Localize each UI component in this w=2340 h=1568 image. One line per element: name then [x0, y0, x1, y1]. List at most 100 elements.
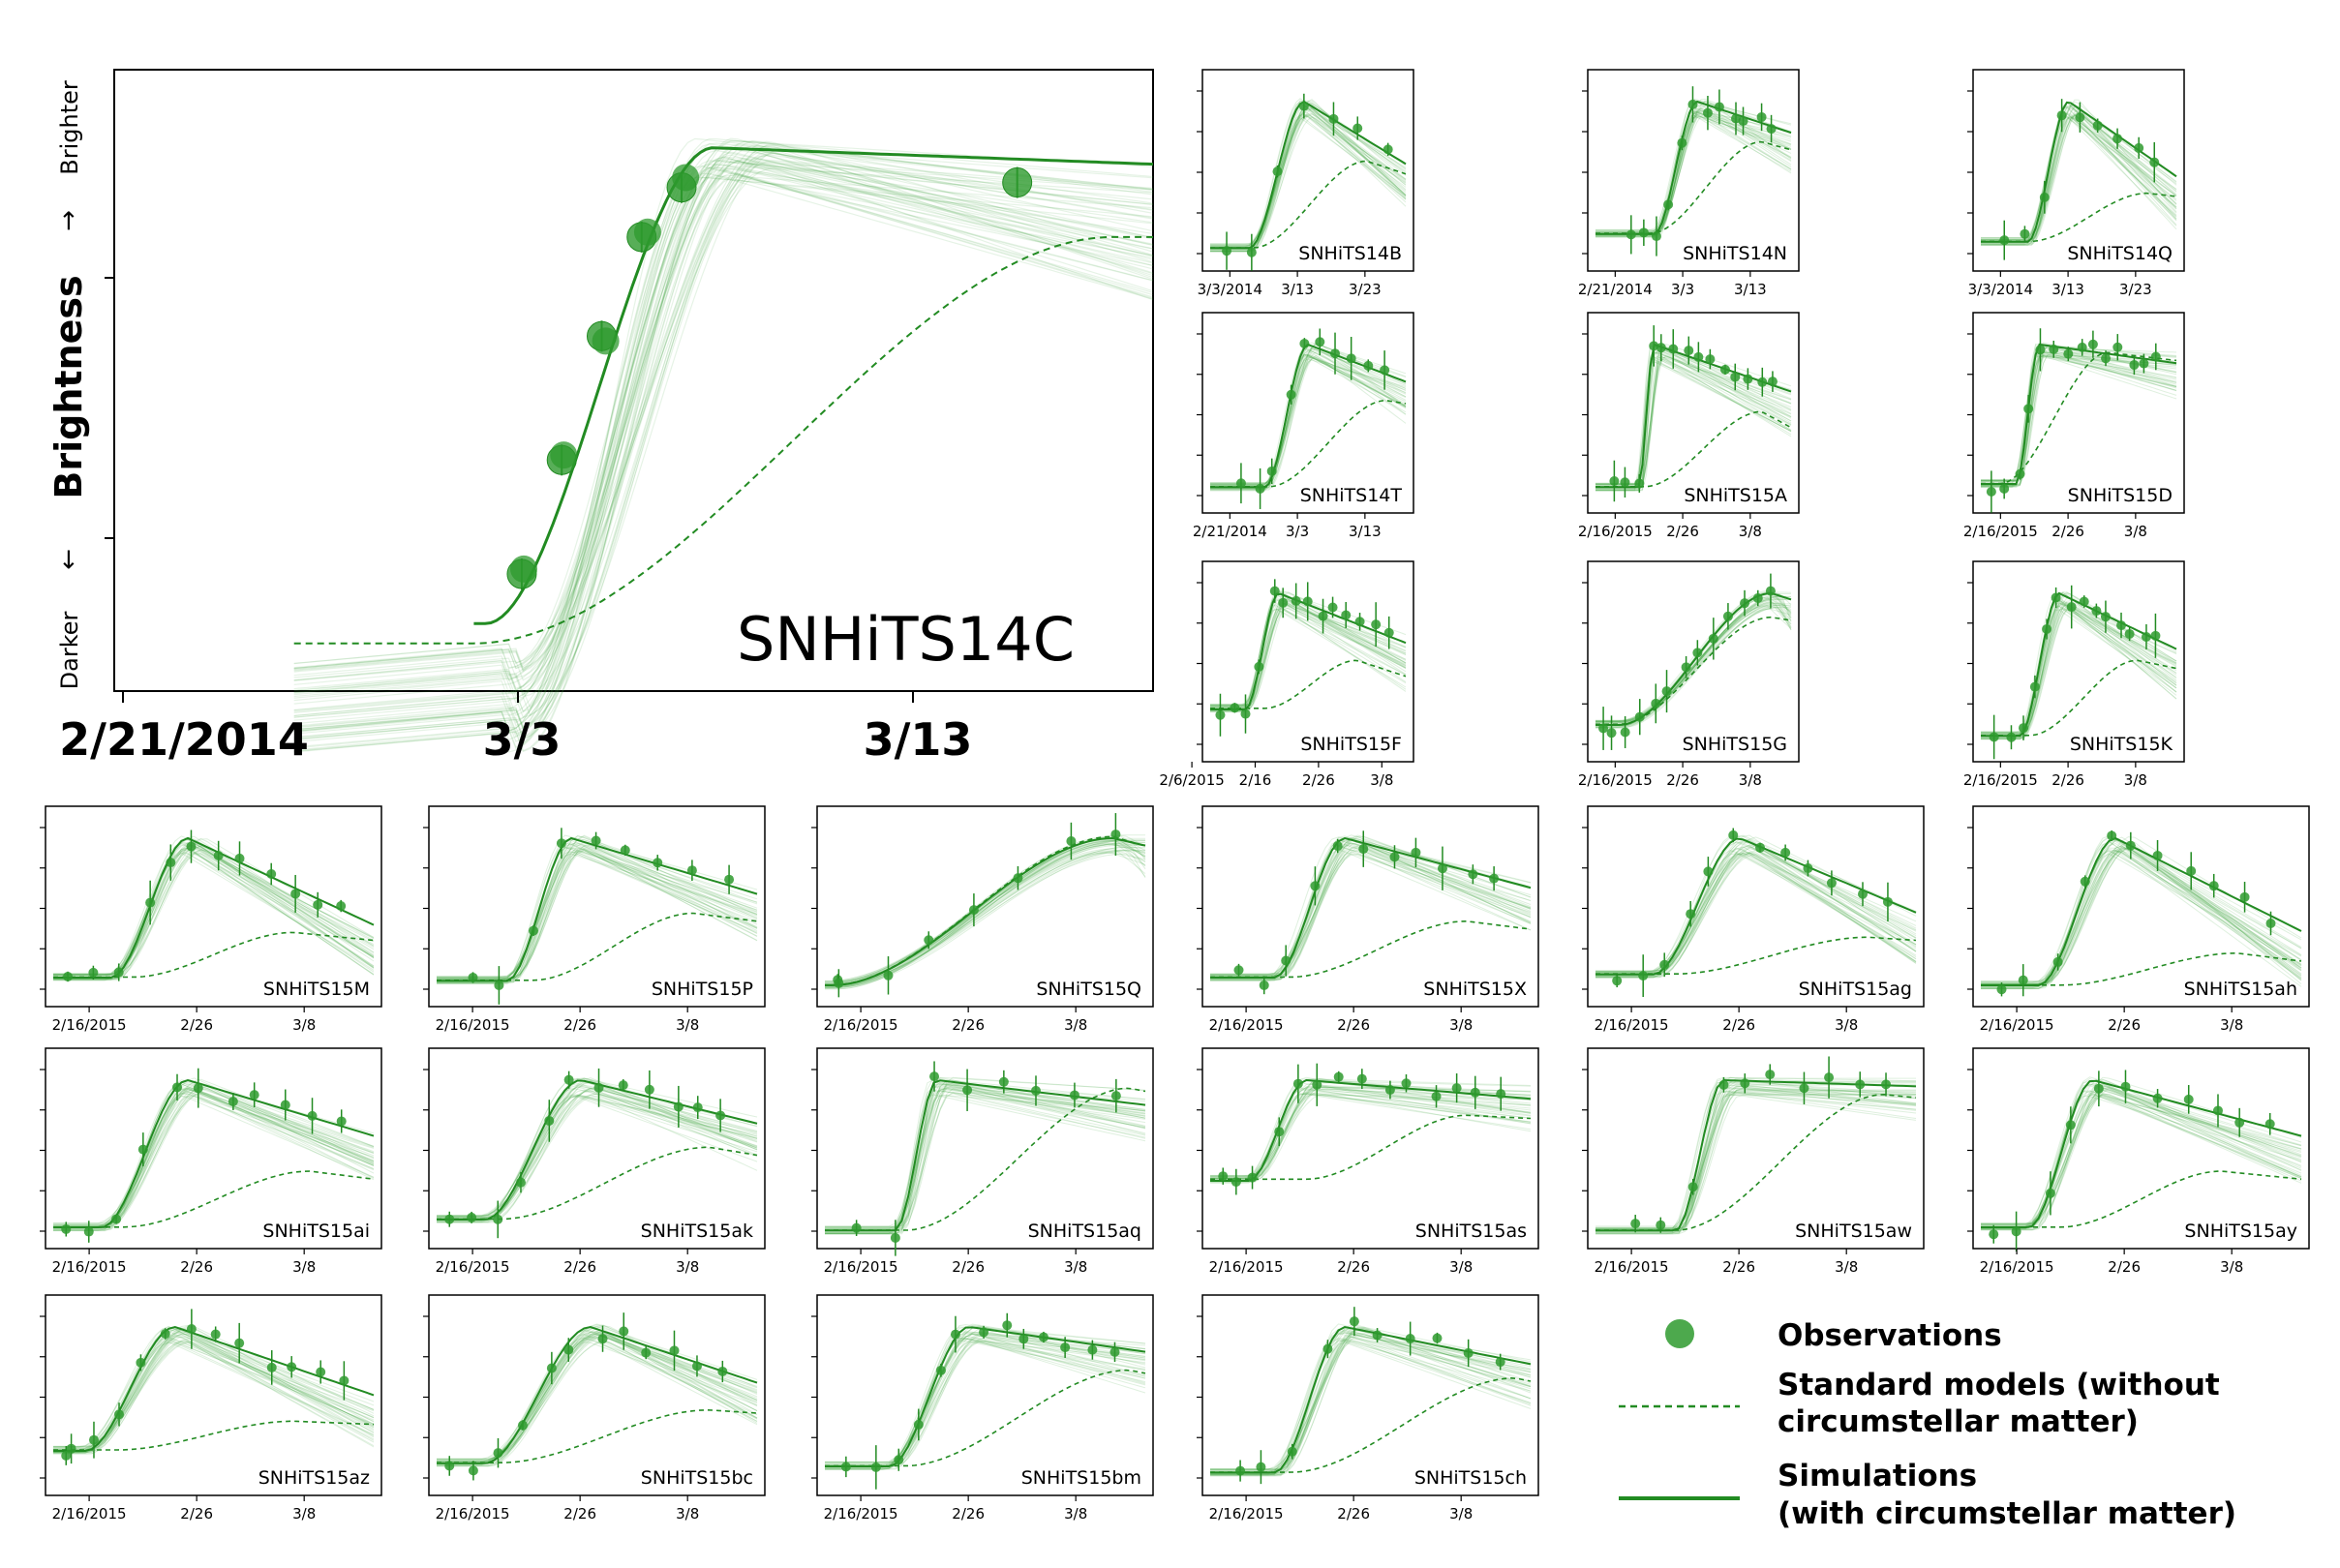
- simulation-curve: [1981, 849, 2302, 989]
- standard-model-curve: [825, 835, 1146, 986]
- observation-point: [1626, 229, 1636, 240]
- simulation-curve: [1595, 357, 1792, 491]
- panel-xtick-label: 2/26: [1722, 1016, 1755, 1034]
- observation-point: [2208, 881, 2219, 891]
- simulation-curve: [1595, 1091, 1917, 1232]
- observation-point: [467, 1212, 477, 1222]
- observation-point: [1743, 374, 1753, 384]
- simulation-curve: [1981, 106, 2177, 241]
- standard-model-curve: [1210, 920, 1532, 979]
- observation-point: [336, 1116, 347, 1127]
- simulation-curve: [1210, 1338, 1532, 1475]
- simulation-curve: [1981, 1090, 2302, 1229]
- simulation-curve: [53, 1324, 375, 1450]
- simulation-curve: [1210, 841, 1532, 977]
- simulation-curve: [1595, 850, 1917, 977]
- simulation-curve: [1981, 1095, 2302, 1227]
- simulation-curve: [1595, 838, 1917, 979]
- simulation-curve: [825, 1094, 1146, 1234]
- simulation-curve: [1210, 1078, 1532, 1182]
- simulation-curve: [437, 847, 758, 982]
- panel-xtick-label: 2/26: [563, 1505, 596, 1523]
- observation-point: [1247, 1172, 1258, 1183]
- panel-xtick-label: 2/16/2015: [1980, 1016, 2054, 1034]
- observation-point: [1693, 351, 1704, 362]
- legend: Observations Standard models (without ci…: [1619, 1318, 2236, 1531]
- observation-point: [1687, 99, 1698, 109]
- simulation-curve: [1210, 849, 1532, 980]
- observation-point: [2100, 612, 2111, 622]
- simulation-curve: [437, 1089, 758, 1222]
- simulation-curve: [53, 1083, 375, 1229]
- simulation-curve: [437, 850, 758, 980]
- observation-point: [83, 1226, 94, 1237]
- observation-point: [1663, 199, 1674, 210]
- simulation-curve: [53, 1093, 375, 1224]
- simulation-curve: [1210, 113, 1407, 249]
- panel-xtick-label: 3/8: [1064, 1016, 1087, 1034]
- simulation-curve: [293, 151, 1154, 739]
- observation-point: [137, 1144, 148, 1155]
- simulation-curve: [825, 843, 1146, 985]
- simulation-curve: [1210, 1326, 1532, 1475]
- simulation-curve: [1595, 607, 1791, 729]
- panel-xtick-label: 2/26: [952, 1505, 985, 1523]
- simulation-curve: [293, 172, 1154, 733]
- simulation-curve: [293, 154, 1154, 669]
- observation-point: [1281, 955, 1292, 966]
- simulation-curve: [293, 166, 1154, 732]
- panel-xtick-label: 3/13: [1281, 281, 1314, 298]
- observation-point: [2023, 404, 2034, 414]
- simulation-curve: [1210, 1336, 1532, 1477]
- observation-point: [1230, 703, 1240, 713]
- main-plot-frame: [113, 69, 1154, 692]
- simulation-curve: [1981, 110, 2177, 246]
- observation-point: [1431, 1091, 1442, 1101]
- simulation-curve: [1595, 1094, 1917, 1229]
- simulation-curve: [437, 848, 758, 980]
- panel-xtick-label: 2/21/2014: [1193, 523, 1267, 540]
- simulation-curve: [825, 849, 1146, 986]
- panel-xtick-label: 2/16/2015: [436, 1505, 510, 1523]
- simulation-curve: [825, 1338, 1146, 1468]
- simulation-curve: [53, 1328, 375, 1452]
- observation-point: [1692, 648, 1703, 658]
- simulation-curve: [1210, 1086, 1532, 1178]
- legend-simulation-label-line2: (with circumstellar matter): [1778, 1496, 2236, 1531]
- simulation-curve: [825, 1325, 1146, 1463]
- observation-point: [266, 868, 277, 879]
- simulation-curve: [825, 1094, 1146, 1234]
- observation-point: [166, 858, 176, 868]
- simulation-curve: [1595, 1087, 1917, 1231]
- panel-xtick-label: 3/3/2014: [1968, 281, 2033, 298]
- simulation-curve: [825, 851, 1146, 986]
- simulation-curve: [1595, 608, 1792, 724]
- panel-snhits15k: SNHiTS15K 2/16/2015 2/26 3/8: [1963, 560, 2185, 789]
- observation-point: [2051, 592, 2061, 603]
- simulation-curve: [1210, 1080, 1532, 1179]
- panel-xtick-label: 2/26: [180, 1505, 213, 1523]
- observation-point: [672, 164, 700, 192]
- simulation-curve: [1210, 849, 1532, 977]
- simulation-curve: [1210, 853, 1532, 976]
- observation-point: [290, 889, 301, 899]
- panel-frame: [1972, 560, 2185, 763]
- simulation-curve: [825, 840, 1146, 986]
- simulation-curve: [1595, 1091, 1916, 1234]
- simulation-curve: [53, 1091, 375, 1231]
- simulation-curve: [1981, 849, 2302, 983]
- simulation-curve: [293, 161, 1154, 739]
- observation-point: [2112, 342, 2123, 352]
- simulation-curve: [1981, 1085, 2302, 1228]
- simulation-curve: [293, 155, 1154, 733]
- simulation-curve: [53, 1095, 375, 1229]
- standard-model-curve: [825, 1087, 1146, 1231]
- observation-point: [641, 1347, 652, 1358]
- observation-point: [673, 1101, 684, 1112]
- observation-point: [1269, 586, 1280, 596]
- simulation-curve: [1210, 113, 1407, 248]
- observation-point: [851, 1222, 862, 1233]
- observation-point: [2149, 157, 2160, 167]
- observation-point: [834, 978, 844, 988]
- observation-point: [1470, 1087, 1480, 1098]
